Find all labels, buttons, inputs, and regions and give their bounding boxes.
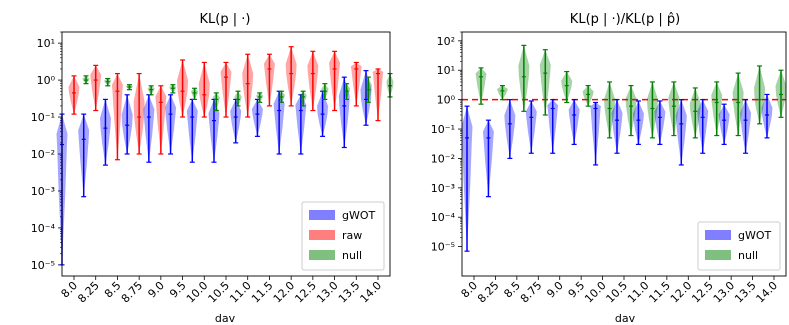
legend-label-raw: raw: [342, 229, 362, 242]
x-tick-label: 13.5: [336, 279, 363, 306]
x-tick-label: 11.0: [227, 279, 254, 306]
x-tick-label: 8.75: [119, 279, 146, 306]
chart-right-xlabel: dav: [615, 312, 636, 325]
x-tick-label: 9.0: [544, 279, 566, 301]
x-tick-label: 12.5: [689, 279, 716, 306]
x-tick-label: 8.25: [75, 279, 102, 306]
x-tick-label: 10.5: [206, 279, 233, 306]
legend-swatch-gWOT: [705, 230, 731, 240]
x-tick-label: 8.25: [475, 279, 502, 306]
x-tick-label: 12.0: [271, 279, 298, 306]
x-tick-label: 13.5: [732, 279, 759, 306]
y-tick-label: 10⁻²: [431, 152, 455, 165]
chart-right-kl-ratio: KL(p | ·)/KL(p | p̂) 10² 10¹ 10⁰ 10⁻¹ 10⁻² 10…: [431, 12, 787, 325]
x-tick-label: 14.0: [358, 279, 385, 306]
x-tick-label: 10.0: [184, 279, 211, 306]
x-tick-label: 12.5: [292, 279, 319, 306]
x-tick-label: 12.0: [668, 279, 695, 306]
chart-left-kl: KL(p | ·) 10¹10⁰10⁻¹10⁻²10⁻³10⁻⁴10⁻⁵8.08…: [31, 12, 394, 325]
y-tick-label: 10⁻⁴: [31, 222, 56, 235]
legend-swatch-null: [705, 250, 731, 260]
plot-frame: [61, 31, 391, 277]
x-tick-label: 9.0: [145, 279, 167, 301]
y-tick-label: 10⁻³: [431, 182, 455, 195]
legend-swatch-null: [309, 250, 335, 260]
chart-left-title: KL(p | ·): [200, 12, 251, 27]
x-tick-label: 8.75: [518, 279, 545, 306]
x-tick-label: 10.5: [604, 279, 631, 306]
legend-label-gWOT: gWOT: [738, 229, 772, 242]
legend-swatch-raw: [309, 230, 335, 240]
y-tick-label: 10¹: [437, 64, 455, 77]
plot-frame: [461, 31, 787, 277]
x-tick-label: 11.5: [249, 279, 276, 306]
x-tick-label: 14.0: [754, 279, 781, 306]
y-tick-label: 10⁻¹: [31, 111, 55, 124]
legend-label-gWOT: gWOT: [342, 209, 376, 222]
x-tick-label: 11.5: [646, 279, 673, 306]
y-tick-label: 10²: [437, 35, 455, 48]
chart-right-title: KL(p | ·)/KL(p | p̂): [570, 12, 680, 27]
legend-label-null: null: [342, 249, 362, 262]
x-tick-label: 13.0: [314, 279, 341, 306]
legend-label-null: null: [738, 249, 758, 262]
y-tick-label: 10⁻⁵: [31, 259, 55, 272]
y-tick-label: 10¹: [37, 37, 55, 50]
y-tick-label: 10⁻¹: [431, 123, 455, 136]
chart-left-xlabel: dav: [215, 312, 236, 325]
y-tick-label: 10⁰: [37, 74, 56, 87]
x-tick-label: 11.0: [625, 279, 652, 306]
y-tick-label: 10⁻⁴: [431, 211, 456, 224]
y-tick-label: 10⁻³: [31, 185, 55, 198]
legend-swatch-gWOT: [309, 210, 335, 220]
x-tick-label: 10.0: [582, 279, 609, 306]
y-tick-label: 10⁰: [437, 94, 456, 107]
x-tick-label: 13.0: [711, 279, 738, 306]
y-tick-label: 10⁻⁵: [431, 241, 455, 254]
y-tick-label: 10⁻²: [31, 148, 55, 161]
